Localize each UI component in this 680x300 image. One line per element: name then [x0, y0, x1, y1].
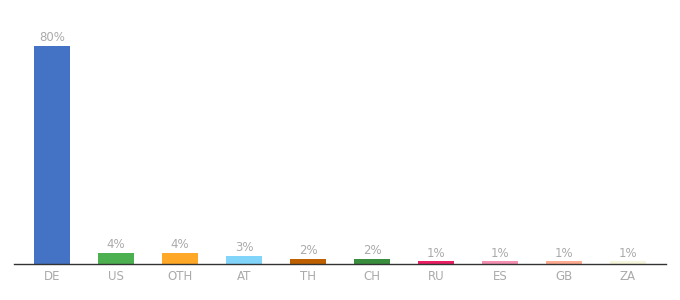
Text: 1%: 1%: [426, 247, 445, 260]
Text: 1%: 1%: [619, 247, 637, 260]
Bar: [290, 259, 326, 264]
Bar: [354, 259, 390, 264]
Text: 80%: 80%: [39, 31, 65, 44]
Text: 2%: 2%: [362, 244, 381, 257]
Text: 1%: 1%: [491, 247, 509, 260]
Text: 3%: 3%: [235, 241, 253, 254]
Bar: [547, 261, 581, 264]
Bar: [418, 261, 454, 264]
Bar: [99, 253, 133, 264]
Bar: [226, 256, 262, 264]
Bar: [482, 261, 517, 264]
Text: 4%: 4%: [171, 238, 189, 251]
Bar: [611, 261, 645, 264]
Text: 2%: 2%: [299, 244, 318, 257]
Bar: [163, 253, 198, 264]
Text: 1%: 1%: [555, 247, 573, 260]
Bar: [35, 46, 69, 264]
Text: 4%: 4%: [107, 238, 125, 251]
